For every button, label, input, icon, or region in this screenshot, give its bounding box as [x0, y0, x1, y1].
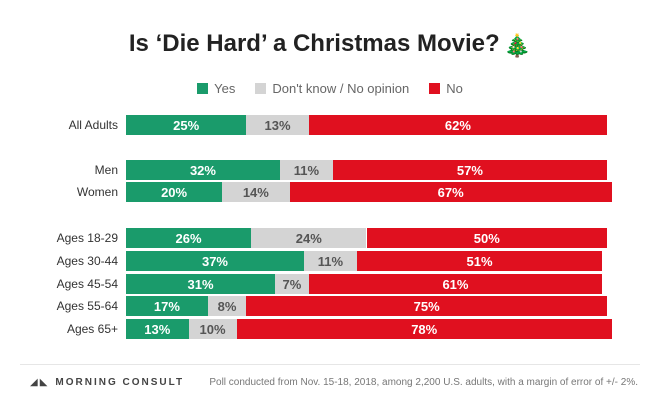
legend-item-yes: Yes [197, 81, 235, 96]
data-label: 61% [442, 276, 469, 292]
data-label: 51% [466, 253, 493, 269]
data-label: 57% [456, 162, 483, 178]
bar-segment-dont-know: 7% [275, 274, 309, 294]
bar-segment-dont-know: 14% [222, 182, 290, 202]
bar-segment-yes: 17% [126, 296, 208, 316]
category-label: Ages 18-29 [56, 231, 118, 245]
bar-segment-yes: 31% [126, 274, 276, 294]
bar-segment-no: 61% [308, 274, 603, 294]
footer-divider [20, 364, 640, 365]
bar-segment-no: 67% [289, 182, 612, 202]
data-label: 14% [242, 184, 269, 200]
morning-consult-logo-icon: ◢◣ [30, 377, 50, 388]
bar-segment-dont-know: 11% [303, 251, 357, 271]
bar-segment-no: 62% [308, 115, 607, 135]
footer-logo-text: MORNING CONSULT [55, 377, 185, 388]
bar-segment-no: 57% [332, 160, 607, 180]
bar-segment-dont-know: 24% [251, 228, 367, 248]
data-label: 10% [199, 321, 226, 337]
chart-title-text: Is ‘Die Hard’ a Christmas Movie? [128, 30, 500, 57]
bar-segment-yes: 37% [126, 251, 304, 271]
footer-note: Poll conducted from Nov. 15-18, 2018, am… [209, 377, 638, 388]
data-label: 11% [293, 162, 320, 178]
bar-segment-no: 51% [356, 251, 603, 271]
bar-segment-no: 78% [236, 319, 612, 339]
bar-segment-dont-know: 8% [207, 296, 247, 316]
category-label: All Adults [68, 118, 118, 132]
bar-segment-yes: 32% [126, 160, 280, 180]
legend-label-yes: Yes [214, 81, 236, 96]
data-label: 17% [153, 298, 180, 314]
data-label: 31% [187, 276, 214, 292]
data-label: 13% [144, 321, 171, 337]
bar-segment-yes: 25% [126, 115, 247, 135]
data-label: 13% [264, 117, 291, 133]
category-label: Women [76, 185, 118, 199]
category-label: Ages 30-44 [56, 254, 118, 268]
data-label: 32% [189, 162, 216, 178]
christmas-tree-icon: 🎄 [503, 33, 532, 58]
bar-segment-dont-know: 11% [279, 160, 333, 180]
data-label: 67% [437, 184, 464, 200]
chart-title: Is ‘Die Hard’ a Christmas Movie? 🎄 [0, 30, 660, 59]
legend-swatch-dont-know [255, 83, 267, 94]
legend-item-dont-know: Don't know / No opinion [255, 81, 409, 96]
category-label: Ages 55-64 [56, 299, 118, 313]
bar-segment-yes: 20% [126, 182, 223, 202]
legend: Yes Don't know / No opinion No [0, 81, 660, 96]
bar-segment-yes: 13% [126, 319, 189, 339]
category-label: Ages 65+ [66, 322, 118, 336]
data-label: 25% [173, 117, 200, 133]
data-label: 11% [317, 253, 344, 269]
bar-segment-no: 50% [366, 228, 607, 248]
data-label: 26% [175, 230, 202, 246]
legend-label-dont-know: Don't know / No opinion [272, 81, 410, 96]
legend-swatch-no [429, 83, 441, 94]
data-label: 24% [295, 230, 322, 246]
bar-segment-dont-know: 13% [246, 115, 309, 135]
category-label: Men [94, 163, 118, 177]
data-label: 75% [413, 298, 440, 314]
bar-segment-dont-know: 10% [188, 319, 237, 339]
data-label: 7% [282, 276, 302, 292]
legend-swatch-yes [197, 83, 209, 94]
bar-segment-no: 75% [246, 296, 607, 316]
footer-logo: ◢◣ MORNING CONSULT [30, 377, 184, 388]
data-label: 8% [217, 298, 237, 314]
data-label: 50% [473, 230, 500, 246]
data-label: 78% [411, 321, 438, 337]
data-label: 62% [444, 117, 471, 133]
legend-item-no: No [429, 81, 463, 96]
bar-segment-yes: 26% [126, 228, 252, 248]
data-label: 37% [201, 253, 228, 269]
category-label: Ages 45-54 [56, 277, 118, 291]
legend-label-no: No [446, 81, 463, 96]
data-label: 20% [161, 184, 188, 200]
